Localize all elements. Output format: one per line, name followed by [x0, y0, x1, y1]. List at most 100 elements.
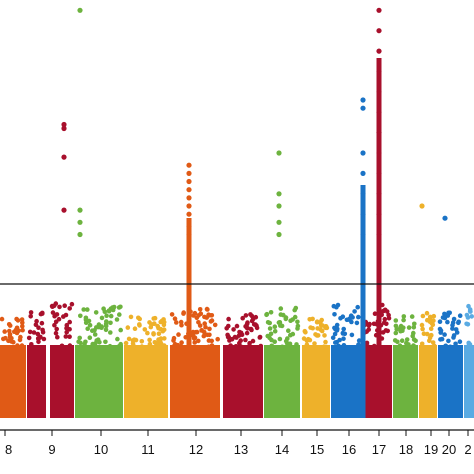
chromosome-series-18-11 [392, 314, 418, 418]
snp-point [338, 316, 343, 321]
snp-point [286, 328, 291, 334]
snp-point [63, 312, 69, 318]
snp-point [288, 318, 293, 324]
snp-point [453, 341, 458, 347]
series-body [393, 345, 418, 418]
snp-point [7, 328, 12, 334]
snp-point [301, 336, 307, 341]
snp-point [404, 340, 409, 346]
snp-point [419, 341, 425, 347]
snp-point [431, 318, 436, 324]
x-tick-label: 9 [48, 442, 55, 457]
snp-point [224, 326, 229, 331]
snp-point [197, 307, 203, 312]
snp-point [429, 332, 434, 338]
snp-point [332, 312, 337, 317]
snp-point [137, 322, 142, 327]
snp-point [108, 330, 113, 335]
snp-point [450, 326, 455, 331]
x-tick-label: 10 [94, 442, 108, 457]
hit-points-chr-10 [77, 7, 83, 238]
snp-point [174, 320, 179, 325]
snp-point [181, 310, 186, 315]
snp-point [99, 315, 105, 321]
snp-point [386, 312, 391, 318]
snp-point [229, 336, 235, 342]
snp-point [385, 328, 391, 334]
snp-point [128, 314, 134, 320]
snp-point [360, 170, 366, 176]
chromosome-series-12-5 [169, 306, 220, 418]
snp-point [393, 318, 399, 323]
snp-point [116, 305, 122, 310]
snp-point [372, 343, 377, 349]
snp-point [207, 326, 212, 332]
series-body [0, 345, 26, 418]
snp-point [114, 317, 120, 322]
snp-point [276, 231, 282, 238]
snp-point [341, 343, 347, 348]
snp-point [276, 191, 282, 197]
snp-point [464, 312, 470, 318]
snp-point [28, 310, 34, 315]
snp-point [267, 326, 273, 331]
snp-point [2, 329, 8, 334]
snp-point [115, 336, 120, 342]
snp-point [399, 338, 405, 344]
snp-point [295, 323, 301, 329]
snp-point [194, 315, 200, 321]
snp-point [225, 332, 230, 338]
x-tick-label: 18 [399, 442, 413, 457]
snp-point [31, 330, 37, 335]
snp-point [324, 325, 330, 331]
snp-point [466, 340, 472, 346]
snp-point [1, 336, 6, 342]
snp-point [171, 335, 177, 341]
snp-point [356, 338, 362, 343]
chromosome-series-13-6 [223, 312, 264, 418]
snp-point [151, 321, 157, 327]
snp-point [186, 195, 192, 201]
snp-point [330, 335, 336, 341]
snp-point [202, 332, 208, 337]
snp-point [90, 341, 95, 347]
snp-point [312, 341, 317, 346]
snp-point [198, 311, 204, 317]
snp-point [39, 320, 45, 326]
snp-point [0, 316, 5, 322]
x-axis-ticks: 8 9 10 11 12 13 14 15 16 17 18 19 20 2 [4, 430, 472, 457]
series-body [75, 345, 123, 418]
snp-point [320, 323, 325, 328]
snp-point [155, 323, 160, 329]
snp-point [411, 337, 417, 342]
snp-point [59, 343, 65, 349]
snp-point [269, 343, 275, 349]
snp-point [78, 340, 83, 346]
snp-point [233, 344, 239, 349]
snp-point [77, 231, 83, 238]
snp-point [376, 7, 382, 13]
snp-point [283, 316, 289, 322]
snp-point [7, 323, 13, 328]
series-body [27, 345, 46, 418]
snp-point [332, 331, 338, 337]
hit-points-chr-14 [276, 150, 282, 238]
snp-point [77, 7, 83, 13]
snp-point [196, 338, 201, 344]
snp-point [322, 333, 327, 338]
chromosome-series-9-2 [49, 301, 75, 418]
snp-point [257, 334, 263, 340]
snp-point [466, 303, 471, 309]
snp-point [207, 332, 212, 338]
snp-point [87, 322, 93, 328]
snp-point [107, 343, 113, 349]
snp-point [310, 325, 316, 331]
snp-point [384, 309, 390, 314]
snp-point [192, 310, 198, 316]
snp-point [250, 338, 256, 344]
snp-point [352, 309, 357, 314]
snp-point [209, 313, 215, 318]
snp-point [397, 343, 403, 349]
snp-point [148, 324, 154, 330]
snp-point [57, 304, 62, 310]
